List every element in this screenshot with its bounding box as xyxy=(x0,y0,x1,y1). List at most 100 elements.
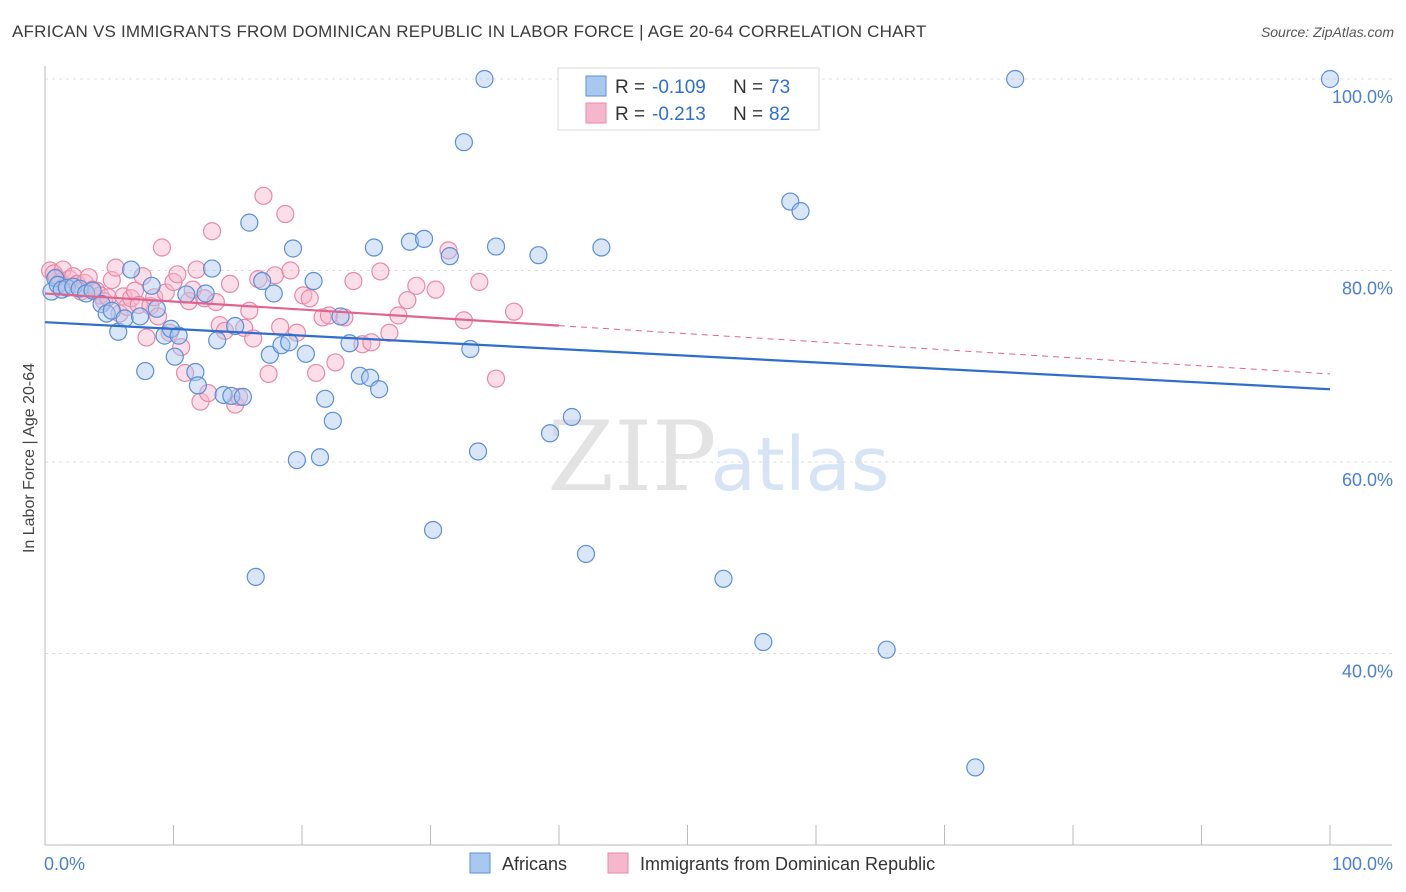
africans-point xyxy=(136,361,155,381)
dominican-point xyxy=(187,260,206,279)
dominican-point xyxy=(307,363,326,383)
dominican-point xyxy=(276,204,295,224)
legend-r-label-dominican: R = xyxy=(615,104,645,125)
dominican-point xyxy=(220,274,240,294)
bottom-legend-label-africans: Africans xyxy=(502,854,567,874)
africans-point xyxy=(233,387,252,406)
africans-point xyxy=(791,202,810,221)
africans-point xyxy=(400,232,420,251)
africans-point xyxy=(196,284,215,303)
africans-point xyxy=(486,237,506,256)
dominican-point xyxy=(240,301,259,320)
dominican-point xyxy=(259,364,278,384)
x-tick-labels: 0.0% 100.0% xyxy=(44,854,1393,874)
africans-point xyxy=(169,326,188,345)
dominican-point xyxy=(137,328,156,347)
y-tick-label-40: 40.0% xyxy=(1342,662,1393,682)
africans-point xyxy=(304,271,323,291)
africans-point xyxy=(468,442,488,461)
bottom-legend-label-dominican: Immigrants from Dominican Republic xyxy=(640,854,935,874)
africans-point xyxy=(226,316,245,336)
series-dominican-points xyxy=(41,186,524,414)
dominican-point xyxy=(326,353,345,372)
dominican-point xyxy=(486,369,506,388)
africans-point xyxy=(966,758,985,777)
y-tick-label-80: 80.0% xyxy=(1342,279,1393,299)
africans-point xyxy=(246,567,265,587)
dominican-point xyxy=(439,241,458,260)
correlation-legend: R = -0.109 N = 73 R = -0.213 N = 82 xyxy=(557,67,820,131)
africans-point xyxy=(214,385,233,405)
africans-point xyxy=(540,424,560,443)
africans-point xyxy=(287,450,306,470)
africans-point xyxy=(155,326,174,345)
africans-point xyxy=(92,294,111,314)
africans-point xyxy=(323,411,342,430)
africans-point xyxy=(316,389,335,408)
africans-point xyxy=(283,239,303,258)
legend-swatch-africans xyxy=(585,75,607,97)
dominican-point xyxy=(398,291,417,310)
chart-source: Source: ZipAtlas.com xyxy=(1260,24,1394,40)
chart-title: AFRICAN VS IMMIGRANTS FROM DOMINICAN REP… xyxy=(12,22,927,41)
africans-point xyxy=(592,238,611,257)
legend-swatch-dominican xyxy=(585,102,607,124)
africans-point xyxy=(121,260,141,279)
legend-r-value-dominican: -0.213 xyxy=(652,104,706,125)
x-tick-label-min: 0.0% xyxy=(44,854,85,874)
africans-point xyxy=(280,333,299,352)
watermark-zip: ZIP xyxy=(547,401,716,513)
legend-r-value-africans: -0.109 xyxy=(652,77,706,98)
africans-point xyxy=(83,281,102,300)
africans-point xyxy=(576,544,596,564)
legend-n-value-africans: 73 xyxy=(769,77,790,98)
africans-point xyxy=(253,271,272,291)
dominican-point xyxy=(313,308,332,327)
bottom-legend-swatch-dominican xyxy=(607,852,629,874)
dominican-point xyxy=(106,258,125,277)
dominican-point xyxy=(202,222,222,241)
dominican-point xyxy=(229,387,249,406)
africans-point xyxy=(714,569,733,588)
africans-trend-line xyxy=(44,321,1331,391)
africans-point xyxy=(414,229,434,249)
africans-point xyxy=(147,299,166,318)
africans-point xyxy=(130,307,150,326)
dominican-point xyxy=(168,265,187,284)
legend-n-value-dominican: 82 xyxy=(769,104,790,125)
africans-point xyxy=(310,448,330,467)
series-africans-points xyxy=(42,69,1340,777)
dominican-point xyxy=(148,307,168,326)
watermark: ZIP atlas xyxy=(547,401,889,513)
africans-point xyxy=(440,247,459,266)
legend-n-label-dominican: N = xyxy=(733,104,763,125)
africans-point xyxy=(754,632,773,652)
dominican-trend-line-solid xyxy=(44,292,560,327)
y-axis-label: In Labor Force | Age 20-64 xyxy=(21,363,38,553)
dominican-point xyxy=(287,323,306,342)
dominican-point xyxy=(152,238,172,257)
africans-point xyxy=(1006,69,1025,89)
dominican-point xyxy=(344,271,363,291)
dominican-point xyxy=(470,272,489,292)
africans-point xyxy=(188,376,208,395)
africans-point xyxy=(562,407,581,427)
africans-point xyxy=(57,278,76,297)
dominican-point xyxy=(407,276,426,295)
bottom-legend-swatch-africans xyxy=(469,852,491,874)
africans-point xyxy=(115,309,134,328)
trend-lines xyxy=(44,292,1331,391)
dominican-point xyxy=(199,383,218,403)
africans-point xyxy=(1320,69,1340,89)
africans-point xyxy=(165,347,184,366)
africans-point xyxy=(97,304,116,323)
africans-point xyxy=(142,276,161,295)
africans-point xyxy=(208,331,227,350)
x-tick-label-max: 100.0% xyxy=(1332,854,1393,874)
dominican-point xyxy=(254,186,273,205)
africans-point xyxy=(186,362,205,382)
dominican-point xyxy=(371,262,390,281)
africans-point xyxy=(454,133,474,152)
dominican-point xyxy=(380,323,399,342)
